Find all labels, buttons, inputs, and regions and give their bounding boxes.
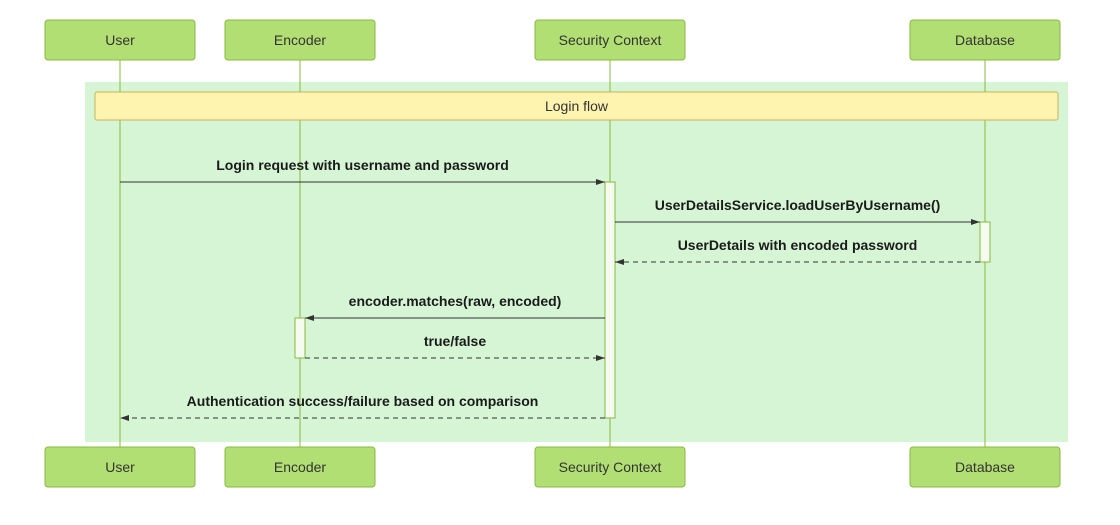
participant-label-user-top: User [105, 32, 135, 48]
message-label-3: encoder.matches(raw, encoded) [349, 293, 562, 309]
frame-body [85, 82, 1068, 442]
participant-label-db-bottom: Database [955, 459, 1015, 475]
message-label-1: UserDetailsService.loadUserByUsername() [655, 197, 941, 213]
message-label-4: true/false [424, 333, 486, 349]
message-label-5: Authentication success/failure based on … [187, 393, 539, 409]
message-label-0: Login request with username and password [216, 157, 509, 173]
activation-sc-0 [605, 182, 615, 418]
participant-label-user-bottom: User [105, 459, 135, 475]
participant-label-sc-bottom: Security Context [559, 459, 662, 475]
participant-label-sc-top: Security Context [559, 32, 662, 48]
message-label-2: UserDetails with encoded password [678, 237, 918, 253]
frame-label: Login flow [545, 98, 609, 114]
activation-db-1 [980, 222, 990, 262]
participant-label-encoder-top: Encoder [274, 32, 326, 48]
activation-encoder-2 [295, 318, 305, 358]
participant-label-encoder-bottom: Encoder [274, 459, 326, 475]
participant-label-db-top: Database [955, 32, 1015, 48]
